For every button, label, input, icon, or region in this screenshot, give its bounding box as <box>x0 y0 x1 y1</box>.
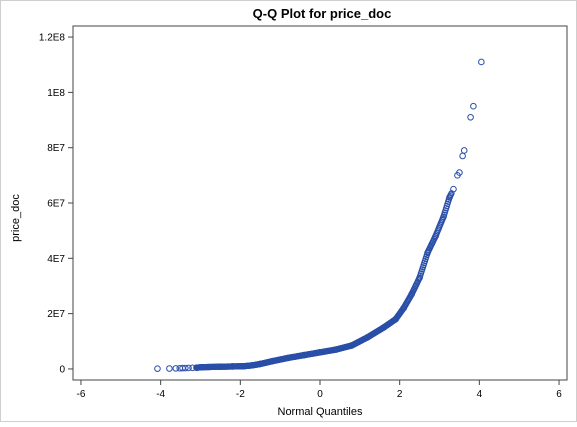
x-tick-label: -6 <box>77 389 86 400</box>
qq-point <box>185 364 192 372</box>
qq-point <box>197 363 204 371</box>
qq-point <box>248 362 256 369</box>
qq-point <box>217 363 224 371</box>
plot-area-frame <box>72 25 568 381</box>
y-tick-label: 1E8 <box>47 88 65 99</box>
qq-point <box>440 213 447 221</box>
qq-point <box>241 362 248 370</box>
y-tick-label: 6E7 <box>47 199 65 210</box>
qq-point <box>182 364 189 372</box>
qq-point <box>432 232 439 240</box>
qq-point <box>416 274 423 281</box>
qq-point <box>268 357 276 365</box>
x-tick-label: 6 <box>556 389 562 400</box>
qq-point <box>193 364 200 371</box>
qq-point <box>284 354 292 362</box>
qq-point <box>166 365 173 372</box>
x-tick-label: 2 <box>397 389 403 400</box>
qq-point <box>348 342 356 349</box>
y-tick-label: 8E7 <box>47 143 65 154</box>
x-tick-label: -2 <box>236 389 245 400</box>
chart-title: Q-Q Plot for price_doc <box>253 6 392 21</box>
qq-point <box>189 364 196 372</box>
qq-point <box>154 365 161 372</box>
x-axis-label: Normal Quantiles <box>278 406 363 418</box>
x-tick-label: 4 <box>477 389 483 400</box>
qq-point <box>400 304 407 312</box>
data-points <box>154 58 485 372</box>
qq-point <box>460 147 468 154</box>
qq-point <box>478 58 485 66</box>
qq-point <box>424 249 431 257</box>
qq-point <box>332 346 340 353</box>
qq-point <box>172 365 180 372</box>
y-axis-label: price_doc <box>10 194 22 242</box>
qq-point <box>256 360 264 368</box>
x-axis: -6 -4 -2 0 2 4 6 <box>77 380 562 400</box>
qq-point <box>408 290 415 298</box>
y-tick-label: 2E7 <box>47 309 65 320</box>
x-tick-label: 0 <box>317 389 323 400</box>
y-tick-label: 4E7 <box>47 254 65 265</box>
qq-point <box>380 324 388 331</box>
qq-point <box>456 169 463 176</box>
qq-point <box>450 185 457 193</box>
y-tick-label: 1.2E8 <box>39 33 66 44</box>
qq-point <box>316 349 324 356</box>
qq-point <box>205 363 212 371</box>
qq-point <box>364 333 372 341</box>
qq-point <box>229 363 236 370</box>
qq-point <box>446 194 453 201</box>
qq-point <box>300 351 308 359</box>
y-axis: 0 2E7 4E7 6E7 8E7 1E8 1.2E8 <box>39 33 73 375</box>
qq-point <box>392 315 399 323</box>
y-tick-label: 0 <box>59 364 65 375</box>
qq-point <box>467 113 474 121</box>
x-tick-label: -4 <box>156 389 165 400</box>
qq-point <box>470 102 477 110</box>
